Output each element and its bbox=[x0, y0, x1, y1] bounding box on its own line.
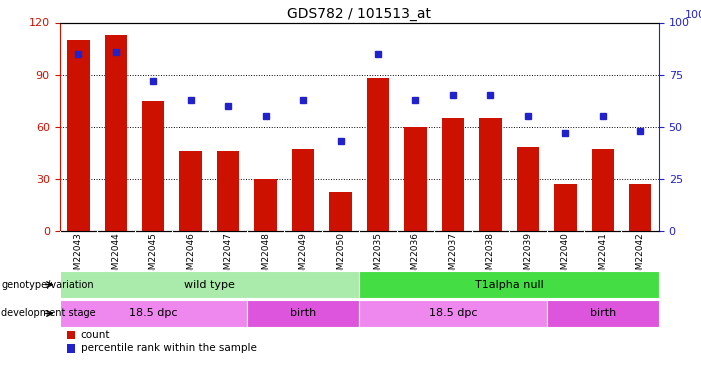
Bar bbox=[359, 300, 547, 327]
Bar bbox=[247, 300, 359, 327]
Bar bbox=[367, 78, 389, 231]
Y-axis label: 100%: 100% bbox=[685, 10, 701, 20]
Bar bbox=[442, 118, 464, 231]
Text: T1alpha null: T1alpha null bbox=[475, 280, 543, 290]
Bar bbox=[592, 149, 614, 231]
Bar bbox=[554, 184, 576, 231]
Text: birth: birth bbox=[590, 309, 616, 318]
Bar bbox=[142, 100, 165, 231]
Bar bbox=[104, 34, 127, 231]
Text: 18.5 dpc: 18.5 dpc bbox=[429, 309, 477, 318]
Bar bbox=[67, 40, 90, 231]
Text: wild type: wild type bbox=[184, 280, 235, 290]
Bar bbox=[60, 271, 359, 298]
Bar bbox=[404, 127, 427, 231]
Text: birth: birth bbox=[290, 309, 316, 318]
Text: count: count bbox=[81, 330, 110, 340]
Bar bbox=[292, 149, 314, 231]
Text: development stage: development stage bbox=[1, 309, 96, 318]
Text: 18.5 dpc: 18.5 dpc bbox=[129, 309, 177, 318]
Bar bbox=[60, 300, 247, 327]
Bar bbox=[217, 151, 239, 231]
Bar bbox=[517, 147, 539, 231]
Bar bbox=[547, 300, 659, 327]
Text: genotype/variation: genotype/variation bbox=[1, 280, 94, 290]
Bar bbox=[179, 151, 202, 231]
Bar bbox=[479, 118, 502, 231]
Bar bbox=[254, 178, 277, 231]
Title: GDS782 / 101513_at: GDS782 / 101513_at bbox=[287, 8, 431, 21]
Bar bbox=[359, 271, 659, 298]
Text: percentile rank within the sample: percentile rank within the sample bbox=[81, 344, 257, 353]
Bar bbox=[329, 192, 352, 231]
Bar bbox=[629, 184, 651, 231]
